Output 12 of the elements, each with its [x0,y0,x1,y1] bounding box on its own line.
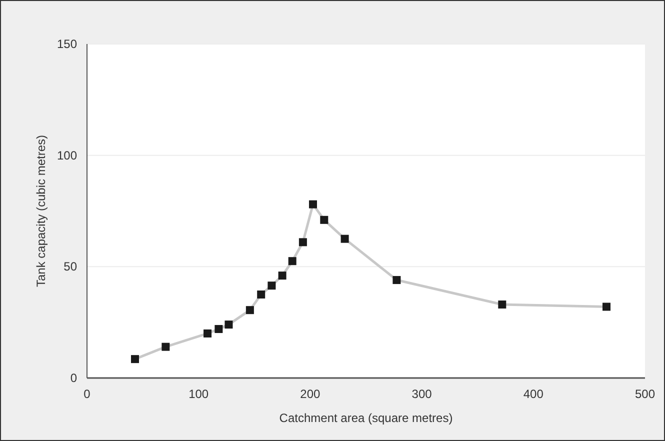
y-tick-label: 100 [56,148,78,162]
x-tick-label: 500 [634,387,656,401]
y-tick-label: 150 [56,37,78,51]
y-axis-title: Tank capacity (cubic metres) [34,134,48,288]
x-tick-label: 100 [188,387,209,401]
x-tick-label: 0 [84,387,91,401]
x-tick-label: 200 [300,387,321,401]
y-tick-label: 50 [64,260,78,274]
x-tick-label: 400 [523,387,544,401]
x-tick-label: 300 [412,387,432,401]
x-axis-title: Catchment area (square metres) [279,411,453,425]
y-tick-label: 0 [70,371,78,385]
